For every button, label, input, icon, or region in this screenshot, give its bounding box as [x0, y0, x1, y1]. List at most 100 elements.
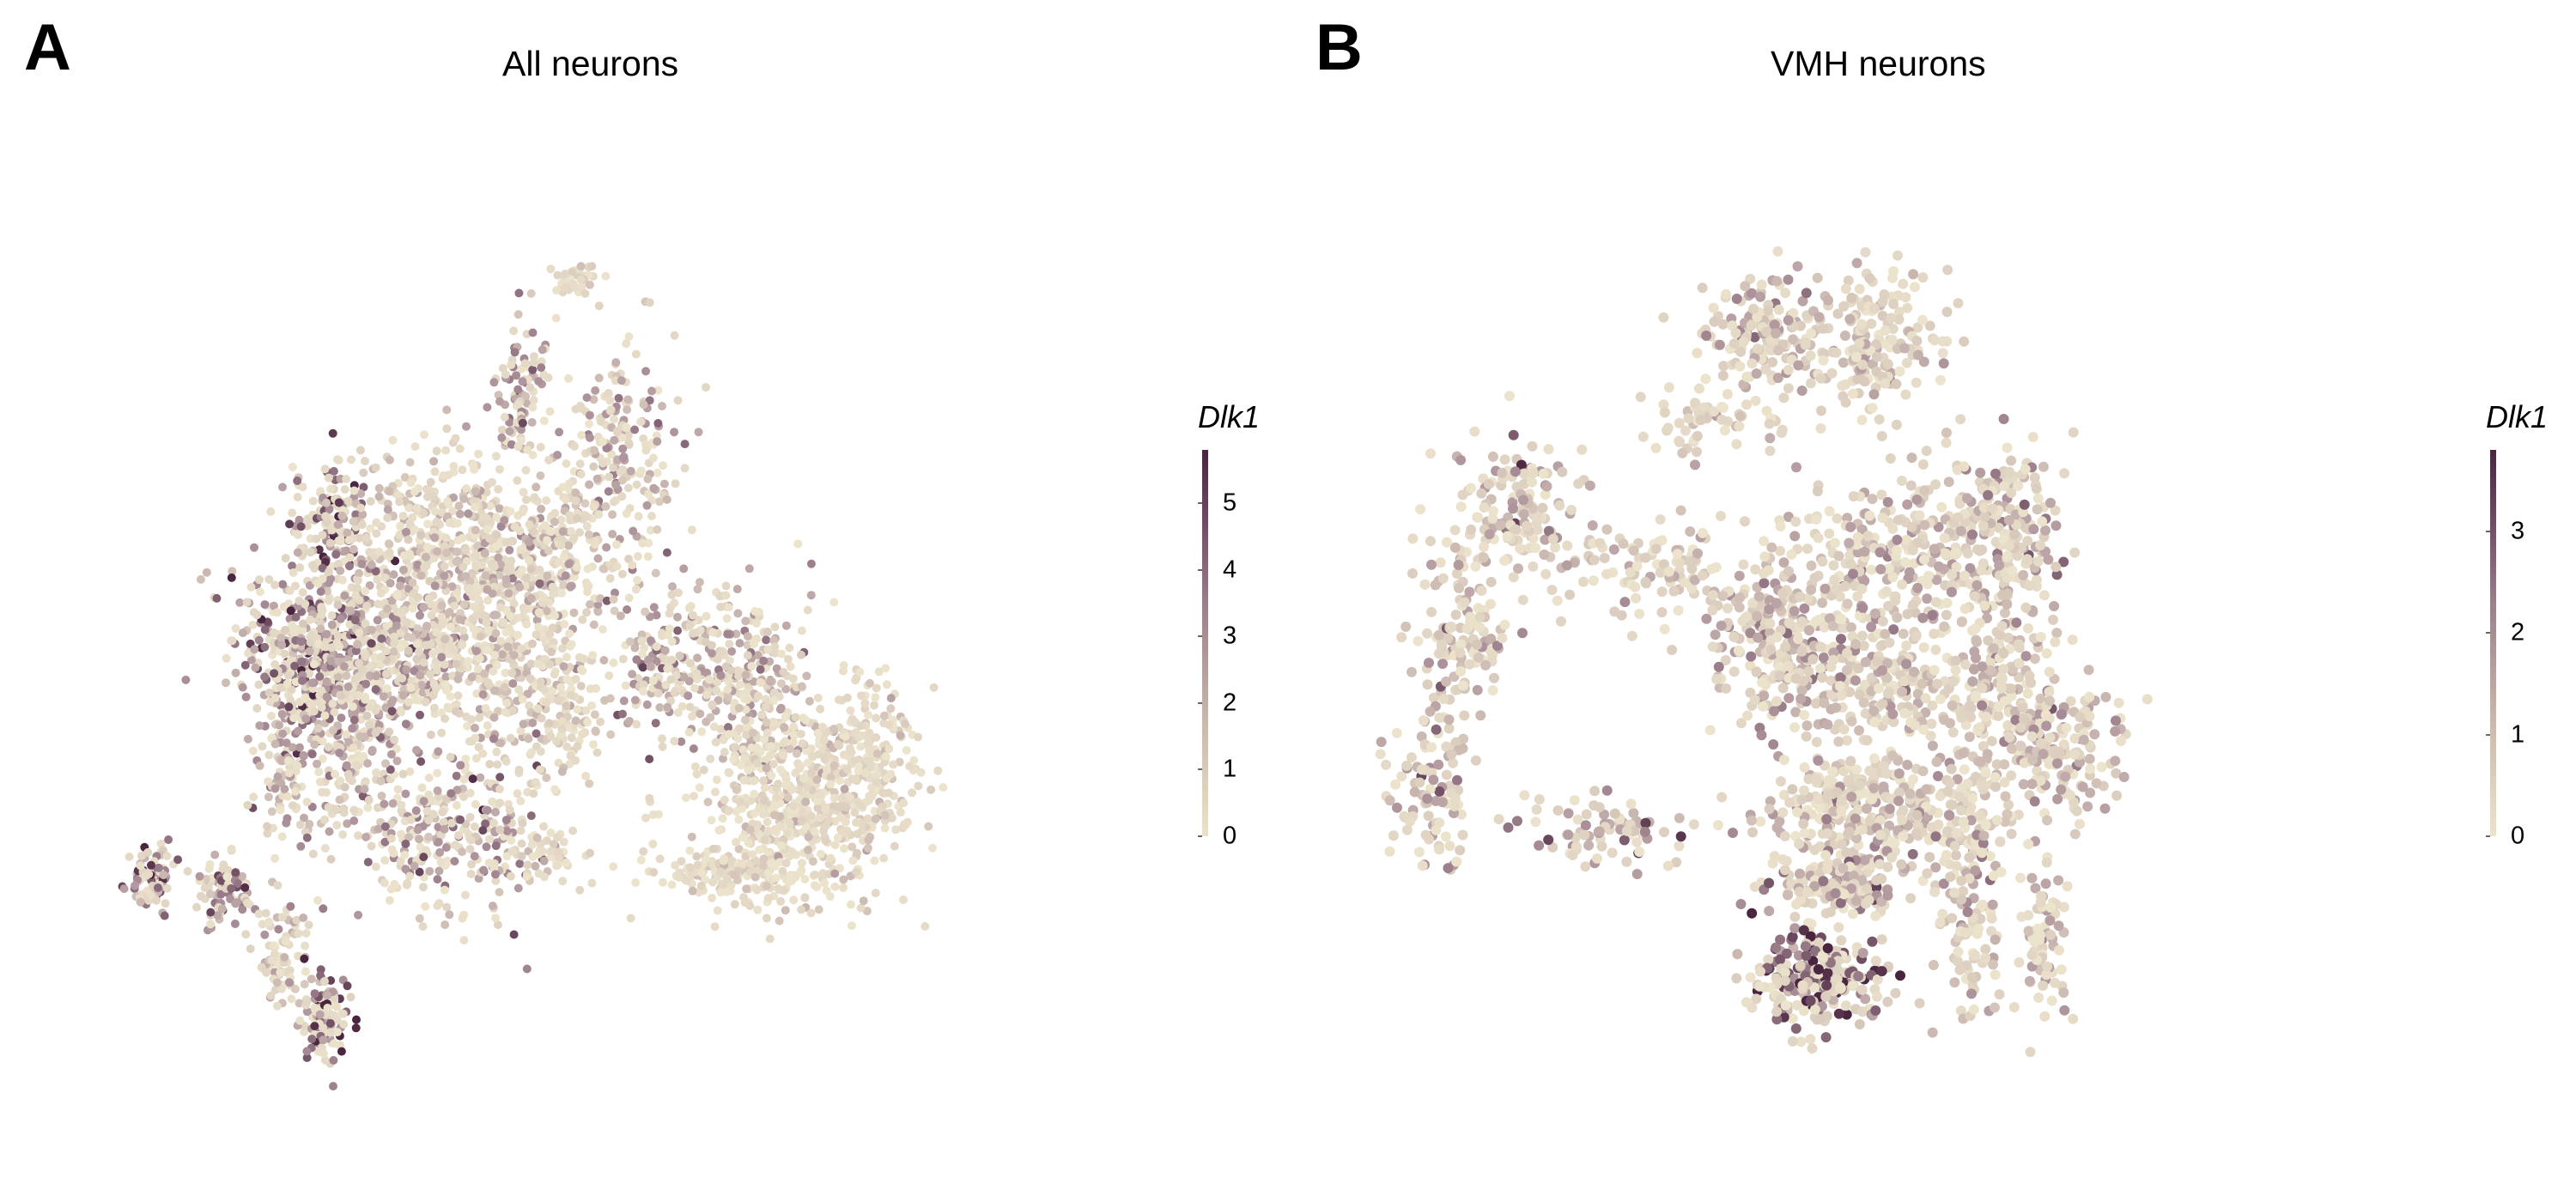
cell-point — [470, 852, 479, 861]
cell-point — [491, 628, 501, 638]
cell-point — [281, 625, 290, 634]
cell-point — [524, 537, 533, 547]
cell-point — [624, 332, 634, 341]
cell-point — [308, 496, 318, 506]
cell-point — [453, 536, 463, 545]
cell-point — [662, 495, 671, 504]
cell-point — [440, 634, 450, 644]
cell-point — [745, 825, 755, 835]
cell-point — [319, 1023, 328, 1033]
cell-point — [864, 737, 873, 746]
cell-point — [507, 847, 517, 856]
cell-point — [702, 668, 712, 677]
cell-point — [420, 430, 429, 440]
cell-point — [289, 628, 299, 638]
cell-point — [719, 754, 727, 763]
cell-point — [243, 898, 252, 908]
cell-point — [324, 803, 333, 812]
cell-point — [440, 562, 449, 571]
cell-point — [471, 502, 480, 512]
cell-point — [365, 671, 374, 680]
cell-point — [816, 790, 825, 799]
cell-point — [780, 886, 788, 895]
cell-point — [324, 473, 333, 483]
cell-point — [136, 861, 145, 871]
cell-point — [513, 789, 522, 798]
cell-point — [367, 560, 376, 569]
cell-point — [734, 703, 744, 713]
cell-point — [309, 659, 319, 669]
cell-point — [406, 683, 416, 692]
cell-point — [562, 459, 571, 468]
cell-point — [383, 505, 392, 514]
cell-point — [492, 747, 501, 756]
cell-point — [1751, 368, 1762, 379]
cell-point — [659, 461, 668, 470]
cell-point — [416, 531, 426, 540]
cell-point — [1735, 346, 1747, 357]
cell-point — [483, 625, 493, 634]
cell-point — [740, 715, 750, 725]
cell-point — [537, 504, 546, 513]
cell-point — [497, 425, 507, 434]
cell-point — [371, 685, 380, 694]
cell-point — [143, 847, 153, 857]
cell-point — [142, 871, 151, 880]
cell-point — [336, 614, 345, 623]
cell-point — [786, 662, 795, 671]
cell-point — [631, 585, 641, 594]
cell-point — [509, 326, 519, 336]
cell-point — [386, 884, 396, 894]
cell-point — [824, 816, 834, 824]
cell-point — [364, 795, 374, 804]
cell-point — [762, 881, 771, 890]
cell-point — [552, 737, 561, 746]
cell-point — [526, 288, 536, 298]
cell-point — [288, 801, 297, 810]
legend-tick-label: 0 — [1223, 822, 1237, 850]
cell-point — [430, 533, 440, 543]
scatter-points-layer — [118, 262, 948, 1091]
cell-point — [337, 691, 346, 701]
cell-point — [432, 446, 441, 456]
cell-point — [260, 672, 270, 682]
cell-point — [596, 594, 605, 603]
cell-point — [500, 515, 509, 525]
cell-point — [641, 367, 651, 376]
cell-point — [601, 502, 611, 511]
cell-point — [352, 1015, 361, 1024]
cell-point — [846, 706, 855, 715]
cell-point — [276, 805, 285, 815]
cell-point — [732, 585, 742, 594]
cell-point — [440, 542, 449, 551]
cell-point — [716, 671, 726, 680]
cell-point — [694, 428, 703, 437]
cell-point — [338, 575, 348, 585]
cell-point — [752, 743, 762, 752]
cell-point — [558, 483, 568, 492]
cell-point — [390, 632, 398, 641]
cell-point — [442, 549, 451, 558]
cell-point — [655, 497, 664, 507]
cell-point — [730, 743, 739, 752]
cell-point — [476, 632, 485, 641]
cell-point — [573, 705, 582, 714]
cell-point — [716, 725, 726, 734]
cell-point — [531, 861, 540, 871]
cell-point — [789, 722, 799, 732]
cell-point — [333, 600, 343, 610]
cell-point — [277, 832, 287, 841]
cell-point — [658, 742, 667, 751]
cell-point — [781, 780, 790, 790]
cell-point — [472, 689, 482, 698]
cell-point — [353, 584, 361, 593]
cell-point — [382, 669, 392, 678]
cell-point — [252, 610, 262, 620]
cell-point — [252, 704, 262, 713]
cell-point — [679, 564, 689, 574]
cell-point — [750, 789, 759, 798]
cell-point — [465, 812, 475, 822]
cell-point — [483, 805, 492, 815]
cell-point — [494, 391, 503, 400]
cell-point — [392, 590, 402, 598]
